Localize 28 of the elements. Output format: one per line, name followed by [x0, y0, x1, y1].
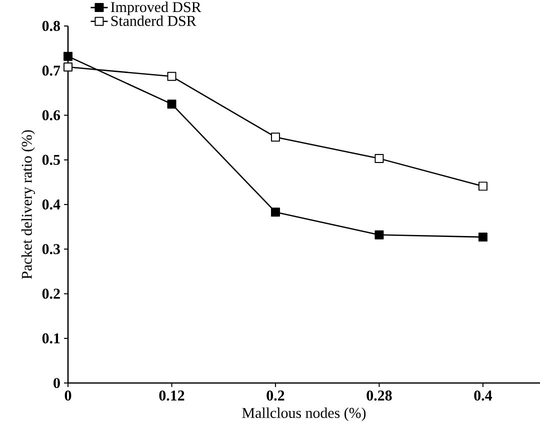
- y-tick-label: 0.4: [42, 199, 60, 210]
- y-tick-label: 0.6: [42, 110, 60, 120]
- point: [167, 100, 176, 109]
- point: [167, 72, 176, 81]
- x-tick-label: 0.12: [159, 390, 184, 401]
- point: [374, 230, 384, 240]
- y-tick-label: 0.2: [42, 288, 60, 299]
- legend-label: Standerd DSR: [111, 15, 196, 26]
- x-tick-label: 0: [64, 390, 72, 401]
- point: [270, 208, 280, 217]
- x-tick-label: 0.4: [474, 390, 492, 401]
- y-tick-label: 0.3: [42, 244, 60, 254]
- point: [64, 62, 73, 72]
- y-axis-title: Packet delivery ratio (%): [21, 130, 35, 279]
- y-tick-label: 0.8: [42, 20, 60, 32]
- point: [374, 154, 384, 164]
- point: [270, 132, 280, 142]
- x-tick-label: 0.2: [266, 390, 284, 401]
- legend-label: Improved DSR: [110, 2, 202, 16]
- y-tick-label: 0.1: [42, 333, 60, 344]
- y-tick-label: 0.7: [42, 66, 60, 76]
- x-tick-label: 0.28: [366, 390, 392, 401]
- x-axis-title: Mallclous nodes (%): [242, 408, 366, 422]
- point: [64, 52, 73, 61]
- y-tick-label: 0.5: [42, 154, 60, 165]
- point: [478, 182, 488, 191]
- point: [478, 232, 488, 242]
- y-tick-label: 0: [54, 378, 60, 388]
